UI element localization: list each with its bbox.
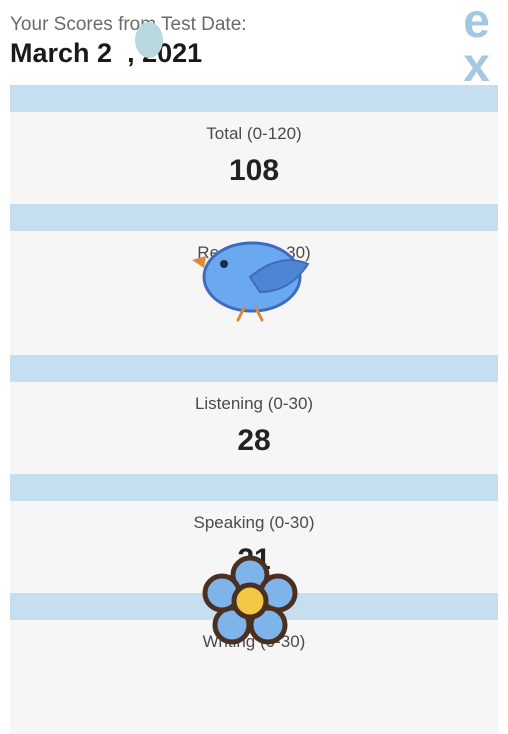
section-speaking: Speaking (0-30) 21 — [10, 501, 498, 593]
section-reading-label: Reading (0-30) — [10, 243, 498, 263]
section-total: Total (0-120) 108 — [10, 112, 498, 204]
section-total-label: Total (0-120) — [10, 124, 498, 144]
section-writing-label: Writing (0-30) — [10, 632, 498, 652]
section-listening-label: Listening (0-30) — [10, 394, 498, 414]
section-total-value: 108 — [10, 154, 498, 188]
divider-band — [10, 85, 498, 112]
date-censor-blob — [135, 22, 163, 58]
header-date: March 20, 2021 — [10, 38, 498, 69]
section-speaking-label: Speaking (0-30) — [10, 513, 498, 533]
section-reading-value — [10, 273, 498, 305]
section-reading: Reading (0-30) — [10, 231, 498, 355]
divider-band — [10, 204, 498, 231]
divider-band — [10, 474, 498, 501]
header-label: Your Scores from Test Date: — [10, 14, 498, 36]
section-listening-value: 28 — [10, 424, 498, 458]
section-speaking-value: 21 — [10, 543, 498, 577]
section-listening: Listening (0-30) 28 — [10, 382, 498, 474]
date-prefix: March 2 — [10, 38, 112, 68]
section-writing: Writing (0-30) — [10, 620, 498, 734]
section-writing-value — [10, 662, 498, 694]
divider-band — [10, 593, 498, 620]
divider-band — [10, 355, 498, 382]
score-report: Your Scores from Test Date: March 20, 20… — [0, 0, 508, 734]
